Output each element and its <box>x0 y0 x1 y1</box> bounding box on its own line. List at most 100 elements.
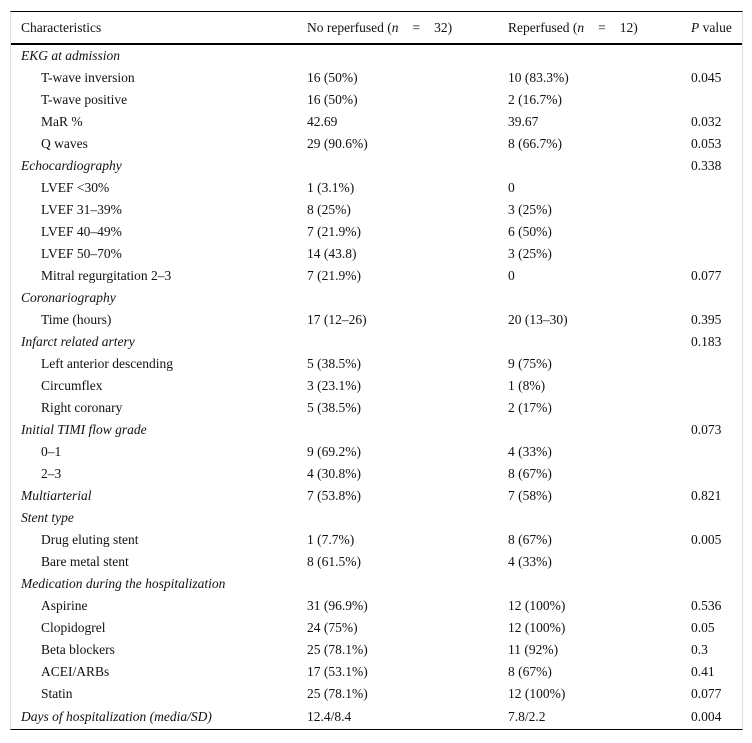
p-value-cell <box>691 353 742 375</box>
reperfused-cell: 8 (67%) <box>508 466 552 481</box>
reperfused-cell: 3 (25%) <box>508 202 552 217</box>
no-reperfused-cell: 5 (38.5%) <box>307 400 361 415</box>
characteristics-table: Characteristics No reperfused (n = 32) Rep… <box>10 11 743 730</box>
reperfused-cell <box>508 507 691 529</box>
header-label: value <box>699 19 732 35</box>
row-label: Days of hospitalization (media/SD) <box>21 709 212 724</box>
row-label: Statin <box>41 686 73 701</box>
header-count: 12) <box>619 19 638 35</box>
no-reperfused-cell <box>307 507 508 529</box>
row-label: Multiarterial <box>21 488 92 503</box>
row-label: ACEI/ARBs <box>41 664 110 679</box>
row-label: Beta blockers <box>41 642 115 657</box>
section-row: Coronariography <box>11 287 742 309</box>
row-label: Bare metal stent <box>41 554 129 569</box>
header-p: P <box>691 19 700 35</box>
row-label: LVEF 40–49% <box>41 224 122 239</box>
table-row: LVEF 40–49% 7 (21.9%) 6 (50%) <box>11 221 742 243</box>
no-reperfused-cell: 8 (25%) <box>307 202 351 217</box>
p-value-cell: 0.077 <box>691 268 722 283</box>
table-row: Clopidogrel 24 (75%) 12 (100%) 0.05 <box>11 617 742 639</box>
reperfused-cell <box>508 155 691 177</box>
table-row: 2–3 4 (30.8%) 8 (67%) <box>11 463 742 485</box>
table-row: T-wave inversion 16 (50%) 10 (83.3%) 0.045 <box>11 67 742 89</box>
p-value-cell: 0.077 <box>691 686 722 701</box>
table-row: Right coronary 5 (38.5%) 2 (17%) <box>11 397 742 419</box>
table-row: Q waves 29 (90.6%) 8 (66.7%) 0.053 <box>11 133 742 155</box>
row-label: Aspirine <box>41 598 88 613</box>
p-value-cell: 0.395 <box>691 312 722 327</box>
no-reperfused-cell <box>307 331 508 353</box>
p-value-cell <box>691 573 742 595</box>
p-value-cell: 0.005 <box>691 532 722 547</box>
row-label: Left anterior descending <box>41 356 173 371</box>
no-reperfused-cell: 1 (7.7%) <box>307 532 355 547</box>
no-reperfused-cell: 31 (96.9%) <box>307 598 368 613</box>
p-value-cell: 0.536 <box>691 598 722 613</box>
no-reperfused-cell: 17 (12–26) <box>307 312 367 327</box>
reperfused-cell: 8 (66.7%) <box>508 136 562 151</box>
header-n: n <box>577 19 585 35</box>
no-reperfused-cell: 5 (38.5%) <box>307 356 361 371</box>
section-row: Initial TIMI flow grade 0.073 <box>11 419 742 441</box>
p-value-cell: 0.821 <box>691 488 722 503</box>
no-reperfused-cell: 12.4/8.4 <box>307 709 352 724</box>
reperfused-cell: 10 (83.3%) <box>508 70 569 85</box>
reperfused-cell: 2 (17%) <box>508 400 552 415</box>
row-label: Mitral regurgitation 2–3 <box>41 268 172 283</box>
p-value-cell: 0.41 <box>691 664 715 679</box>
reperfused-cell: 11 (92%) <box>508 642 559 657</box>
section-row: Echocardiography 0.338 <box>11 155 742 177</box>
reperfused-cell: 20 (13–30) <box>508 312 568 327</box>
table-row: Bare metal stent 8 (61.5%) 4 (33%) <box>11 551 742 573</box>
row-label: Stent type <box>21 510 74 525</box>
p-value-cell <box>691 397 742 419</box>
p-value-cell <box>691 177 742 199</box>
no-reperfused-cell: 3 (23.1%) <box>307 378 361 393</box>
row-label: Echocardiography <box>21 158 122 173</box>
header-n: n <box>391 19 399 35</box>
section-row: Stent type <box>11 507 742 529</box>
reperfused-cell: 7 (58%) <box>508 488 552 503</box>
reperfused-cell <box>508 44 691 67</box>
table-row: Drug eluting stent 1 (7.7%) 8 (67%) 0.005 <box>11 529 742 551</box>
row-label: Circumflex <box>41 378 103 393</box>
table-row: Circumflex 3 (23.1%) 1 (8%) <box>11 375 742 397</box>
reperfused-cell: 4 (33%) <box>508 444 552 459</box>
reperfused-cell <box>508 331 691 353</box>
no-reperfused-cell: 7 (53.8%) <box>307 488 361 503</box>
no-reperfused-cell <box>307 287 508 309</box>
reperfused-cell: 3 (25%) <box>508 246 552 261</box>
no-reperfused-cell: 14 (43.8) <box>307 246 357 261</box>
no-reperfused-cell: 16 (50%) <box>307 92 358 107</box>
p-value-cell <box>691 507 742 529</box>
p-value-cell: 0.05 <box>691 620 715 635</box>
section-row: Medication during the hospitalization <box>11 573 742 595</box>
reperfused-cell: 8 (67%) <box>508 664 552 679</box>
row-label: LVEF 50–70% <box>41 246 122 261</box>
table-row: LVEF <30% 1 (3.1%) 0 <box>11 177 742 199</box>
reperfused-cell <box>508 287 691 309</box>
no-reperfused-cell: 4 (30.8%) <box>307 466 361 481</box>
no-reperfused-cell: 1 (3.1%) <box>307 180 355 195</box>
row-label: Right coronary <box>41 400 123 415</box>
no-reperfused-cell: 8 (61.5%) <box>307 554 361 569</box>
no-reperfused-cell: 7 (21.9%) <box>307 268 361 283</box>
table-row: LVEF 31–39% 8 (25%) 3 (25%) <box>11 199 742 221</box>
header-label: Reperfused ( <box>508 19 578 35</box>
p-value-cell <box>691 463 742 485</box>
section-row: Infarct related artery 0.183 <box>11 331 742 353</box>
table-row: T-wave positive 16 (50%) 2 (16.7%) <box>11 89 742 111</box>
row-label: LVEF <30% <box>41 180 110 195</box>
no-reperfused-cell <box>307 573 508 595</box>
table-row: Time (hours) 17 (12–26) 20 (13–30) 0.395 <box>11 309 742 331</box>
reperfused-cell: 39.67 <box>508 114 539 129</box>
row-label: LVEF 31–39% <box>41 202 122 217</box>
p-value-cell <box>691 199 742 221</box>
p-value-cell <box>691 287 742 309</box>
table-row: MaR % 42.69 39.67 0.032 <box>11 111 742 133</box>
section-row: EKG at admission <box>11 44 742 67</box>
row-label: Q waves <box>41 136 88 151</box>
reperfused-cell <box>508 573 691 595</box>
no-reperfused-cell: 7 (21.9%) <box>307 224 361 239</box>
